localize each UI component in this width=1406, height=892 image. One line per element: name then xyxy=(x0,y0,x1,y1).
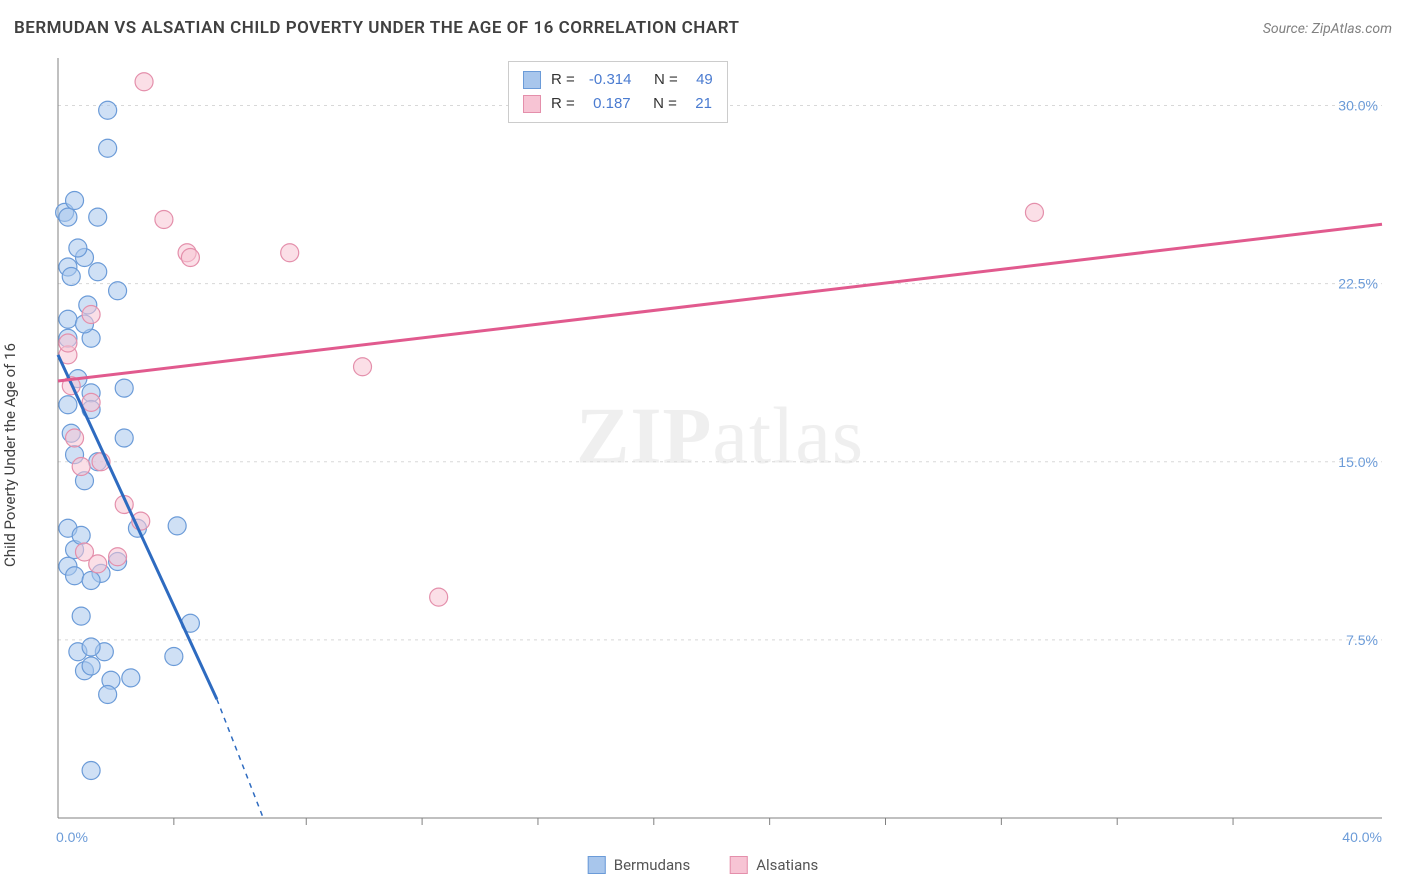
svg-text:22.5%: 22.5% xyxy=(1338,276,1378,292)
legend-swatch-icon xyxy=(588,856,606,874)
stats-legend-box: R = -0.314 N = 49R = 0.187 N = 21 xyxy=(508,61,728,123)
scatter-chart: 7.5% 15.0% 22.5% 30.0% 0.0% 40.0% xyxy=(48,58,1392,848)
legend-item-bermudans: Bermudans xyxy=(588,856,690,874)
svg-text:0.0%: 0.0% xyxy=(56,829,88,845)
source-attribution: Source: ZipAtlas.com xyxy=(1263,21,1392,37)
chart-title: BERMUDAN VS ALSATIAN CHILD POVERTY UNDER… xyxy=(14,18,739,38)
stats-row: R = -0.314 N = 49 xyxy=(523,68,713,92)
svg-text:15.0%: 15.0% xyxy=(1338,454,1378,470)
legend-label: Alsatians xyxy=(756,856,818,874)
legend-label: Bermudans xyxy=(614,856,690,874)
legend-item-alsatians: Alsatians xyxy=(730,856,818,874)
y-axis-title: Child Poverty Under the Age of 16 xyxy=(1,343,19,567)
legend-swatch-icon xyxy=(730,856,748,874)
svg-text:40.0%: 40.0% xyxy=(1342,829,1382,845)
bottom-legend: Bermudans Alsatians xyxy=(588,856,819,874)
stats-swatch-icon xyxy=(523,71,541,89)
svg-text:30.0%: 30.0% xyxy=(1338,98,1378,114)
stats-row: R = 0.187 N = 21 xyxy=(523,92,713,116)
stats-swatch-icon xyxy=(523,95,541,113)
svg-text:7.5%: 7.5% xyxy=(1346,632,1378,648)
